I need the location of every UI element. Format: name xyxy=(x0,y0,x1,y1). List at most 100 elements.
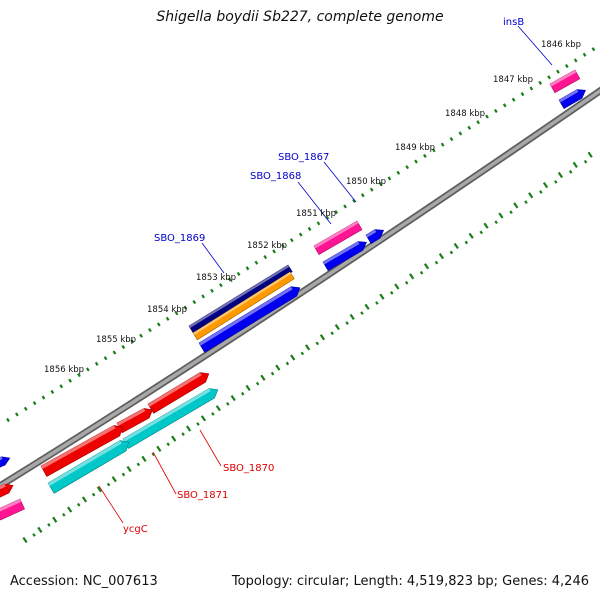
inner-tick-major xyxy=(409,273,415,280)
outer-tick xyxy=(174,311,179,316)
inner-tick-minor xyxy=(121,472,126,477)
outer-tick xyxy=(103,356,108,361)
edge-red-feature[interactable] xyxy=(0,483,14,498)
edge-blue-feature-body[interactable] xyxy=(0,456,11,469)
SBO_1868-feature-highlight xyxy=(323,241,360,265)
inner-tick-minor xyxy=(404,280,409,285)
SBO_1868-feature-body[interactable] xyxy=(322,241,367,272)
inner-tick-major xyxy=(156,445,162,452)
inner-tick-major xyxy=(423,263,430,270)
genome-stats-text: Topology: circular; Length: 4,519,823 bp… xyxy=(231,574,589,589)
edge-magenta-feature-body[interactable] xyxy=(0,498,25,521)
outer-tick xyxy=(591,47,596,52)
inner-tick-major xyxy=(230,394,236,402)
backbone-line xyxy=(0,88,600,488)
outer-tick xyxy=(387,176,392,181)
gene-label-ycgC: ycgC xyxy=(123,524,148,535)
outer-tick xyxy=(556,69,560,74)
outer-tick xyxy=(582,52,587,57)
insB-feature-body[interactable] xyxy=(549,69,581,94)
outer-tick xyxy=(85,367,90,372)
inner-tick-minor xyxy=(330,331,334,336)
gene-label-SBO_1870: SBO_1870 xyxy=(223,463,274,474)
outer-tick xyxy=(32,401,37,406)
outer-tick xyxy=(369,187,374,192)
edge-magenta-feature[interactable] xyxy=(0,498,25,521)
outer-tick xyxy=(360,193,365,198)
inner-tick-major xyxy=(453,242,459,250)
SBO_1870-feature-highlight xyxy=(148,372,202,407)
outer-tick xyxy=(23,406,28,411)
outer-tick xyxy=(538,80,543,85)
blue-feature-1851-highlight xyxy=(366,229,377,238)
inner-tick-major xyxy=(498,212,504,219)
inner-tick-minor xyxy=(211,412,215,416)
SBO_1867-feature-body[interactable] xyxy=(313,220,363,256)
edge-blue-feature[interactable] xyxy=(0,456,11,469)
inner-tick-major xyxy=(52,516,58,523)
inner-tick-major xyxy=(304,344,311,351)
blue-feature-1854[interactable] xyxy=(198,286,301,353)
inner-tick-minor xyxy=(151,452,156,457)
outer-tick xyxy=(378,181,383,187)
SBO_1870-feature[interactable] xyxy=(147,372,210,414)
inner-tick-minor xyxy=(270,371,275,376)
inner-tick-minor xyxy=(479,230,483,235)
inner-tick-major xyxy=(483,222,489,229)
cyan-feature-2[interactable] xyxy=(47,440,130,494)
inner-tick-major xyxy=(260,374,266,381)
blue-feature-1854-body[interactable] xyxy=(198,286,301,353)
outer-tick xyxy=(254,260,259,265)
kbp-label-1851: 1851 kbp xyxy=(296,209,336,219)
kbp-label-1846: 1846 kbp xyxy=(541,40,581,50)
inner-tick-minor xyxy=(464,240,469,245)
outer-tick xyxy=(59,384,64,389)
accession-text: Accession: NC_007613 xyxy=(10,574,158,589)
outer-tick xyxy=(476,120,480,125)
inner-tick-major xyxy=(22,536,28,544)
inner-tick-major xyxy=(349,313,355,321)
insB-feature[interactable] xyxy=(549,69,581,94)
inner-tick-minor xyxy=(47,523,51,527)
inner-tick-major xyxy=(186,425,192,432)
inner-tick-major xyxy=(513,202,519,209)
outer-tick xyxy=(121,344,126,350)
gene-label-SBO_1869: SBO_1869 xyxy=(154,233,205,244)
kbp-label-1850: 1850 kbp xyxy=(346,177,386,187)
outer-tick xyxy=(112,350,117,355)
SBO_1867-feature[interactable] xyxy=(313,220,363,256)
gene-features[interactable] xyxy=(0,69,586,521)
blue-feature-1846[interactable] xyxy=(558,89,586,110)
genome-backbone xyxy=(0,86,600,490)
inner-tick-minor xyxy=(494,220,498,225)
outer-tick xyxy=(192,299,197,305)
outer-tick xyxy=(502,103,507,108)
inner-tick-minor xyxy=(375,301,379,305)
outer-tick xyxy=(236,271,241,276)
kbp-label-1848: 1848 kbp xyxy=(445,109,485,119)
inner-tick-major xyxy=(96,486,102,493)
SBO_1869-feature-orange-highlight xyxy=(193,272,292,335)
SBO_1869-feature-orange[interactable] xyxy=(192,271,295,341)
inner-tick-minor xyxy=(32,533,36,537)
inner-tick-major xyxy=(171,435,177,442)
SBO_1871-feature-body[interactable] xyxy=(40,425,124,477)
inner-tick-minor xyxy=(315,341,319,346)
outer-tick xyxy=(325,215,330,220)
outer-tick xyxy=(183,305,188,310)
kbp-label-1856: 1856 kbp xyxy=(44,365,84,375)
inner-tick-minor xyxy=(524,200,528,204)
inner-tick-minor xyxy=(509,210,513,215)
inner-tick-major xyxy=(215,405,221,412)
outer-tick xyxy=(485,114,489,119)
blue-feature-1851[interactable] xyxy=(365,229,385,245)
outer-tick xyxy=(298,232,303,237)
SBO_1871-feature[interactable] xyxy=(40,425,124,477)
label-leaders xyxy=(98,25,553,524)
inner-tick-minor xyxy=(390,291,394,295)
SBO_1869-feature-navy[interactable] xyxy=(188,264,293,334)
SBO_1868-feature[interactable] xyxy=(322,241,367,272)
outer-tick xyxy=(281,243,285,248)
outer-tick xyxy=(41,395,46,400)
